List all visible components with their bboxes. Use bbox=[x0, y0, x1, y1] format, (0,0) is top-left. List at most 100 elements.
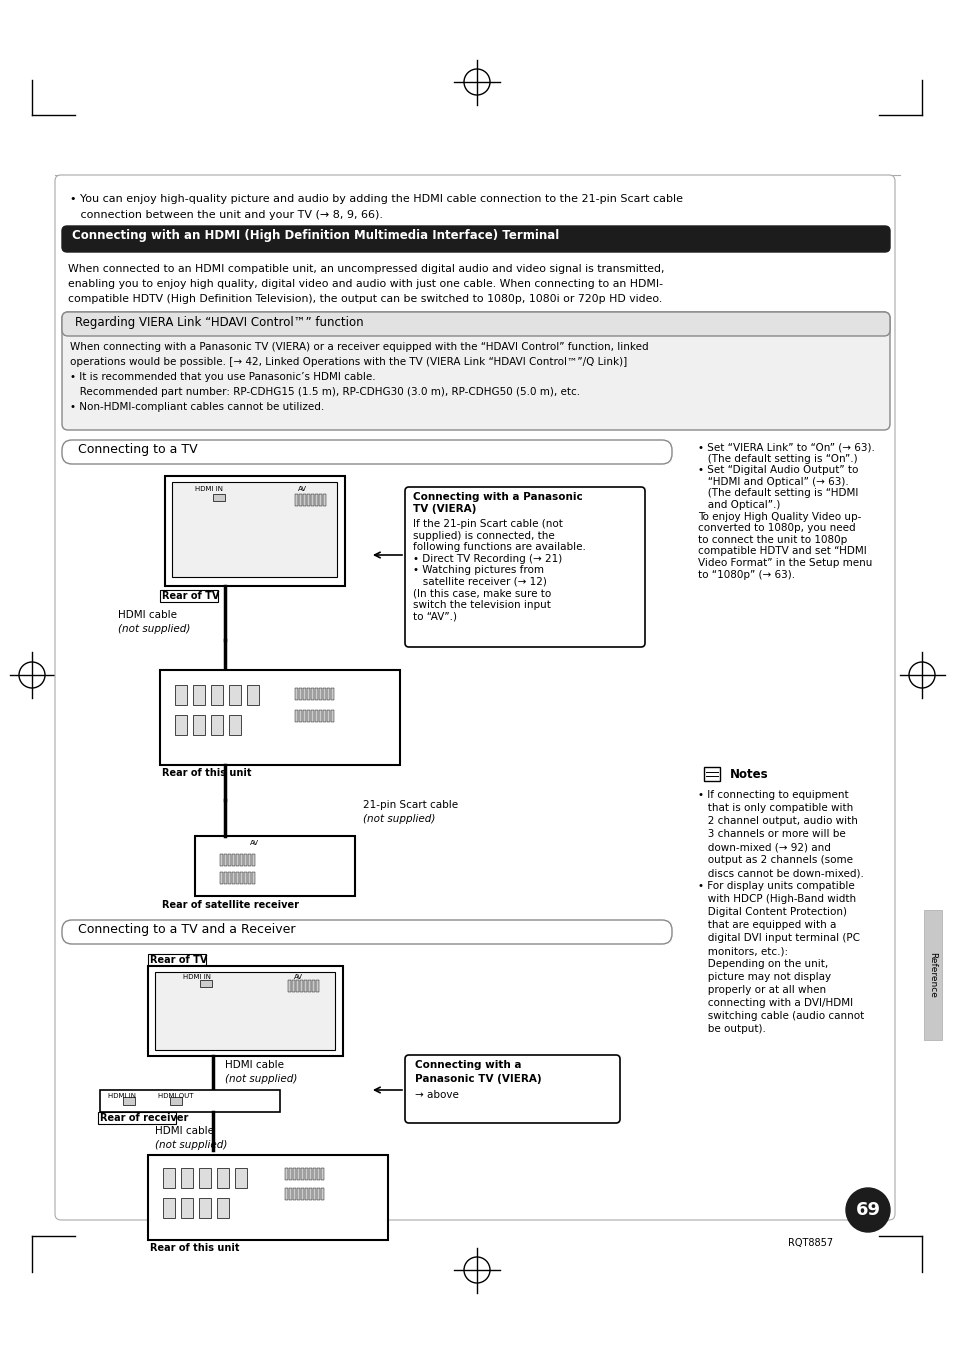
Bar bbox=[216, 1169, 229, 1188]
Text: • Non-HDMI-compliant cables cannot be utilized.: • Non-HDMI-compliant cables cannot be ut… bbox=[70, 403, 324, 412]
Text: discs cannot be down-mixed).: discs cannot be down-mixed). bbox=[698, 867, 863, 878]
Bar bbox=[172, 482, 336, 577]
Bar bbox=[327, 711, 330, 721]
Text: 2 channel output, audio with: 2 channel output, audio with bbox=[698, 816, 857, 825]
Text: (not supplied): (not supplied) bbox=[363, 815, 435, 824]
Bar bbox=[244, 871, 247, 884]
Text: HDMI IN: HDMI IN bbox=[183, 974, 211, 979]
Bar bbox=[213, 494, 225, 501]
Bar bbox=[240, 854, 243, 866]
Text: properly or at all when: properly or at all when bbox=[698, 985, 825, 994]
Bar bbox=[181, 1198, 193, 1219]
Bar bbox=[313, 1169, 315, 1179]
Bar bbox=[148, 966, 343, 1056]
Bar bbox=[311, 688, 314, 700]
Text: Depending on the unit,: Depending on the unit, bbox=[698, 959, 827, 969]
Bar bbox=[331, 688, 334, 700]
Bar bbox=[193, 685, 205, 705]
Bar bbox=[232, 854, 234, 866]
Circle shape bbox=[845, 1188, 889, 1232]
Text: that is only compatible with: that is only compatible with bbox=[698, 802, 852, 813]
Bar bbox=[154, 971, 335, 1050]
Bar bbox=[305, 1188, 308, 1200]
Bar bbox=[292, 979, 294, 992]
Text: AV: AV bbox=[297, 486, 307, 492]
Text: Digital Content Protection): Digital Content Protection) bbox=[698, 907, 846, 917]
Bar bbox=[148, 954, 206, 966]
Bar bbox=[252, 871, 254, 884]
Text: with HDCP (High-Band width: with HDCP (High-Band width bbox=[698, 894, 855, 904]
Text: compatible HDTV (High Definition Television), the output can be switched to 1080: compatible HDTV (High Definition Televis… bbox=[68, 295, 661, 304]
Bar bbox=[232, 871, 234, 884]
Text: HDMI IN: HDMI IN bbox=[194, 486, 223, 492]
Bar bbox=[298, 494, 302, 507]
Bar bbox=[235, 871, 239, 884]
Bar bbox=[301, 1188, 304, 1200]
Text: 69: 69 bbox=[855, 1201, 880, 1219]
Bar bbox=[165, 476, 345, 586]
Bar bbox=[303, 688, 306, 700]
Text: HDMI OUT: HDMI OUT bbox=[158, 1093, 193, 1098]
Text: Rear of TV: Rear of TV bbox=[162, 590, 219, 601]
Bar bbox=[228, 854, 231, 866]
Bar bbox=[314, 688, 317, 700]
Bar bbox=[194, 836, 355, 896]
Text: monitors, etc.):: monitors, etc.): bbox=[698, 946, 787, 957]
Bar bbox=[229, 685, 241, 705]
Bar bbox=[318, 688, 322, 700]
Bar bbox=[244, 854, 247, 866]
Bar bbox=[299, 979, 303, 992]
Bar bbox=[298, 688, 302, 700]
Bar bbox=[303, 711, 306, 721]
FancyBboxPatch shape bbox=[62, 312, 889, 430]
Text: Reference: Reference bbox=[927, 952, 937, 998]
Text: (not supplied): (not supplied) bbox=[118, 624, 191, 634]
Bar bbox=[199, 1198, 211, 1219]
FancyBboxPatch shape bbox=[405, 486, 644, 647]
Text: AV: AV bbox=[250, 840, 258, 846]
Bar bbox=[289, 1188, 292, 1200]
Bar bbox=[224, 871, 227, 884]
Bar bbox=[308, 979, 311, 992]
Bar bbox=[307, 494, 310, 507]
Text: 3 channels or more will be: 3 channels or more will be bbox=[698, 830, 845, 839]
Bar bbox=[323, 711, 326, 721]
Bar bbox=[298, 711, 302, 721]
Bar bbox=[248, 854, 251, 866]
Bar bbox=[216, 1198, 229, 1219]
Text: Rear of this unit: Rear of this unit bbox=[162, 767, 252, 778]
Text: When connected to an HDMI compatible unit, an uncompressed digital audio and vid: When connected to an HDMI compatible uni… bbox=[68, 263, 664, 274]
Bar bbox=[174, 715, 187, 735]
Text: AV: AV bbox=[294, 974, 303, 979]
FancyBboxPatch shape bbox=[405, 1055, 619, 1123]
Bar bbox=[289, 1169, 292, 1179]
Bar bbox=[305, 1169, 308, 1179]
Bar bbox=[294, 711, 297, 721]
Text: Rear of receiver: Rear of receiver bbox=[100, 1113, 188, 1123]
Bar bbox=[304, 979, 307, 992]
Bar bbox=[294, 688, 297, 700]
Text: operations would be possible. [→ 42, Linked Operations with the TV (VIERA Link “: operations would be possible. [→ 42, Lin… bbox=[70, 357, 626, 367]
Bar bbox=[170, 1097, 182, 1105]
Bar bbox=[294, 494, 297, 507]
Bar bbox=[316, 1169, 319, 1179]
FancyBboxPatch shape bbox=[62, 312, 889, 336]
Bar bbox=[288, 979, 291, 992]
Bar bbox=[295, 979, 298, 992]
Text: Connecting to a TV: Connecting to a TV bbox=[78, 443, 197, 457]
Bar bbox=[240, 871, 243, 884]
Bar bbox=[285, 1169, 288, 1179]
Bar bbox=[311, 711, 314, 721]
Bar bbox=[293, 1188, 295, 1200]
Bar bbox=[163, 1198, 174, 1219]
Text: enabling you to enjoy high quality, digital video and audio with just one cable.: enabling you to enjoy high quality, digi… bbox=[68, 280, 662, 289]
Bar bbox=[301, 1169, 304, 1179]
Text: If the 21-pin Scart cable (not
supplied) is connected, the
following functions a: If the 21-pin Scart cable (not supplied)… bbox=[413, 519, 585, 621]
Text: down-mixed (→ 92) and: down-mixed (→ 92) and bbox=[698, 842, 830, 852]
Bar bbox=[293, 1169, 295, 1179]
Text: Recommended part number: RP-CDHG15 (1.5 m), RP-CDHG30 (3.0 m), RP-CDHG50 (5.0 m): Recommended part number: RP-CDHG15 (1.5 … bbox=[70, 386, 579, 397]
Bar bbox=[160, 590, 218, 603]
Bar bbox=[285, 1188, 288, 1200]
Text: connecting with a DVI/HDMI: connecting with a DVI/HDMI bbox=[698, 998, 852, 1008]
Text: connection between the unit and your TV (→ 8, 9, 66).: connection between the unit and your TV … bbox=[70, 209, 382, 220]
